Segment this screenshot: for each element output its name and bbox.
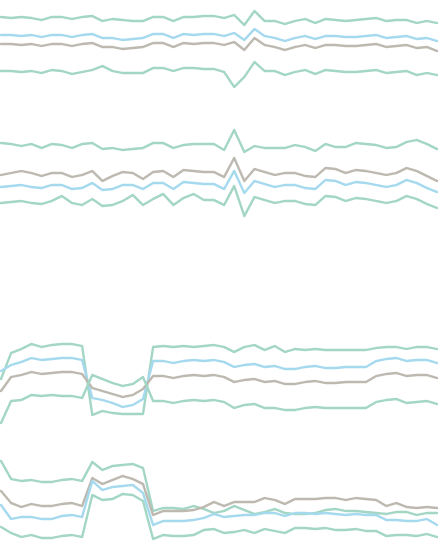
series-line-panel-2-1 <box>0 128 438 154</box>
series-line-panel-3-6 <box>0 474 438 517</box>
series-line-panel-2-4 <box>0 184 438 218</box>
series-line-panel-3-1 <box>0 342 438 417</box>
series-line-panel-1-2 <box>0 27 438 43</box>
series-line-panel-1-4 <box>0 60 438 89</box>
series-line-panel-2-2 <box>0 156 438 183</box>
series-line-panel-3-7 <box>0 479 438 527</box>
series-line-panel-3-3 <box>0 370 438 399</box>
series-line-panel-1-1 <box>0 9 438 27</box>
series-line-panel-2-3 <box>0 169 438 195</box>
series-line-panel-3-5 <box>0 459 438 517</box>
series-line-panel-3-4 <box>0 373 438 425</box>
panel-1 <box>0 9 438 89</box>
panel-2 <box>0 128 438 218</box>
panel-3 <box>0 342 438 541</box>
series-line-panel-3-2 <box>0 356 438 409</box>
series-line-panel-1-3 <box>0 36 438 53</box>
series-line-panel-3-8 <box>0 492 438 541</box>
